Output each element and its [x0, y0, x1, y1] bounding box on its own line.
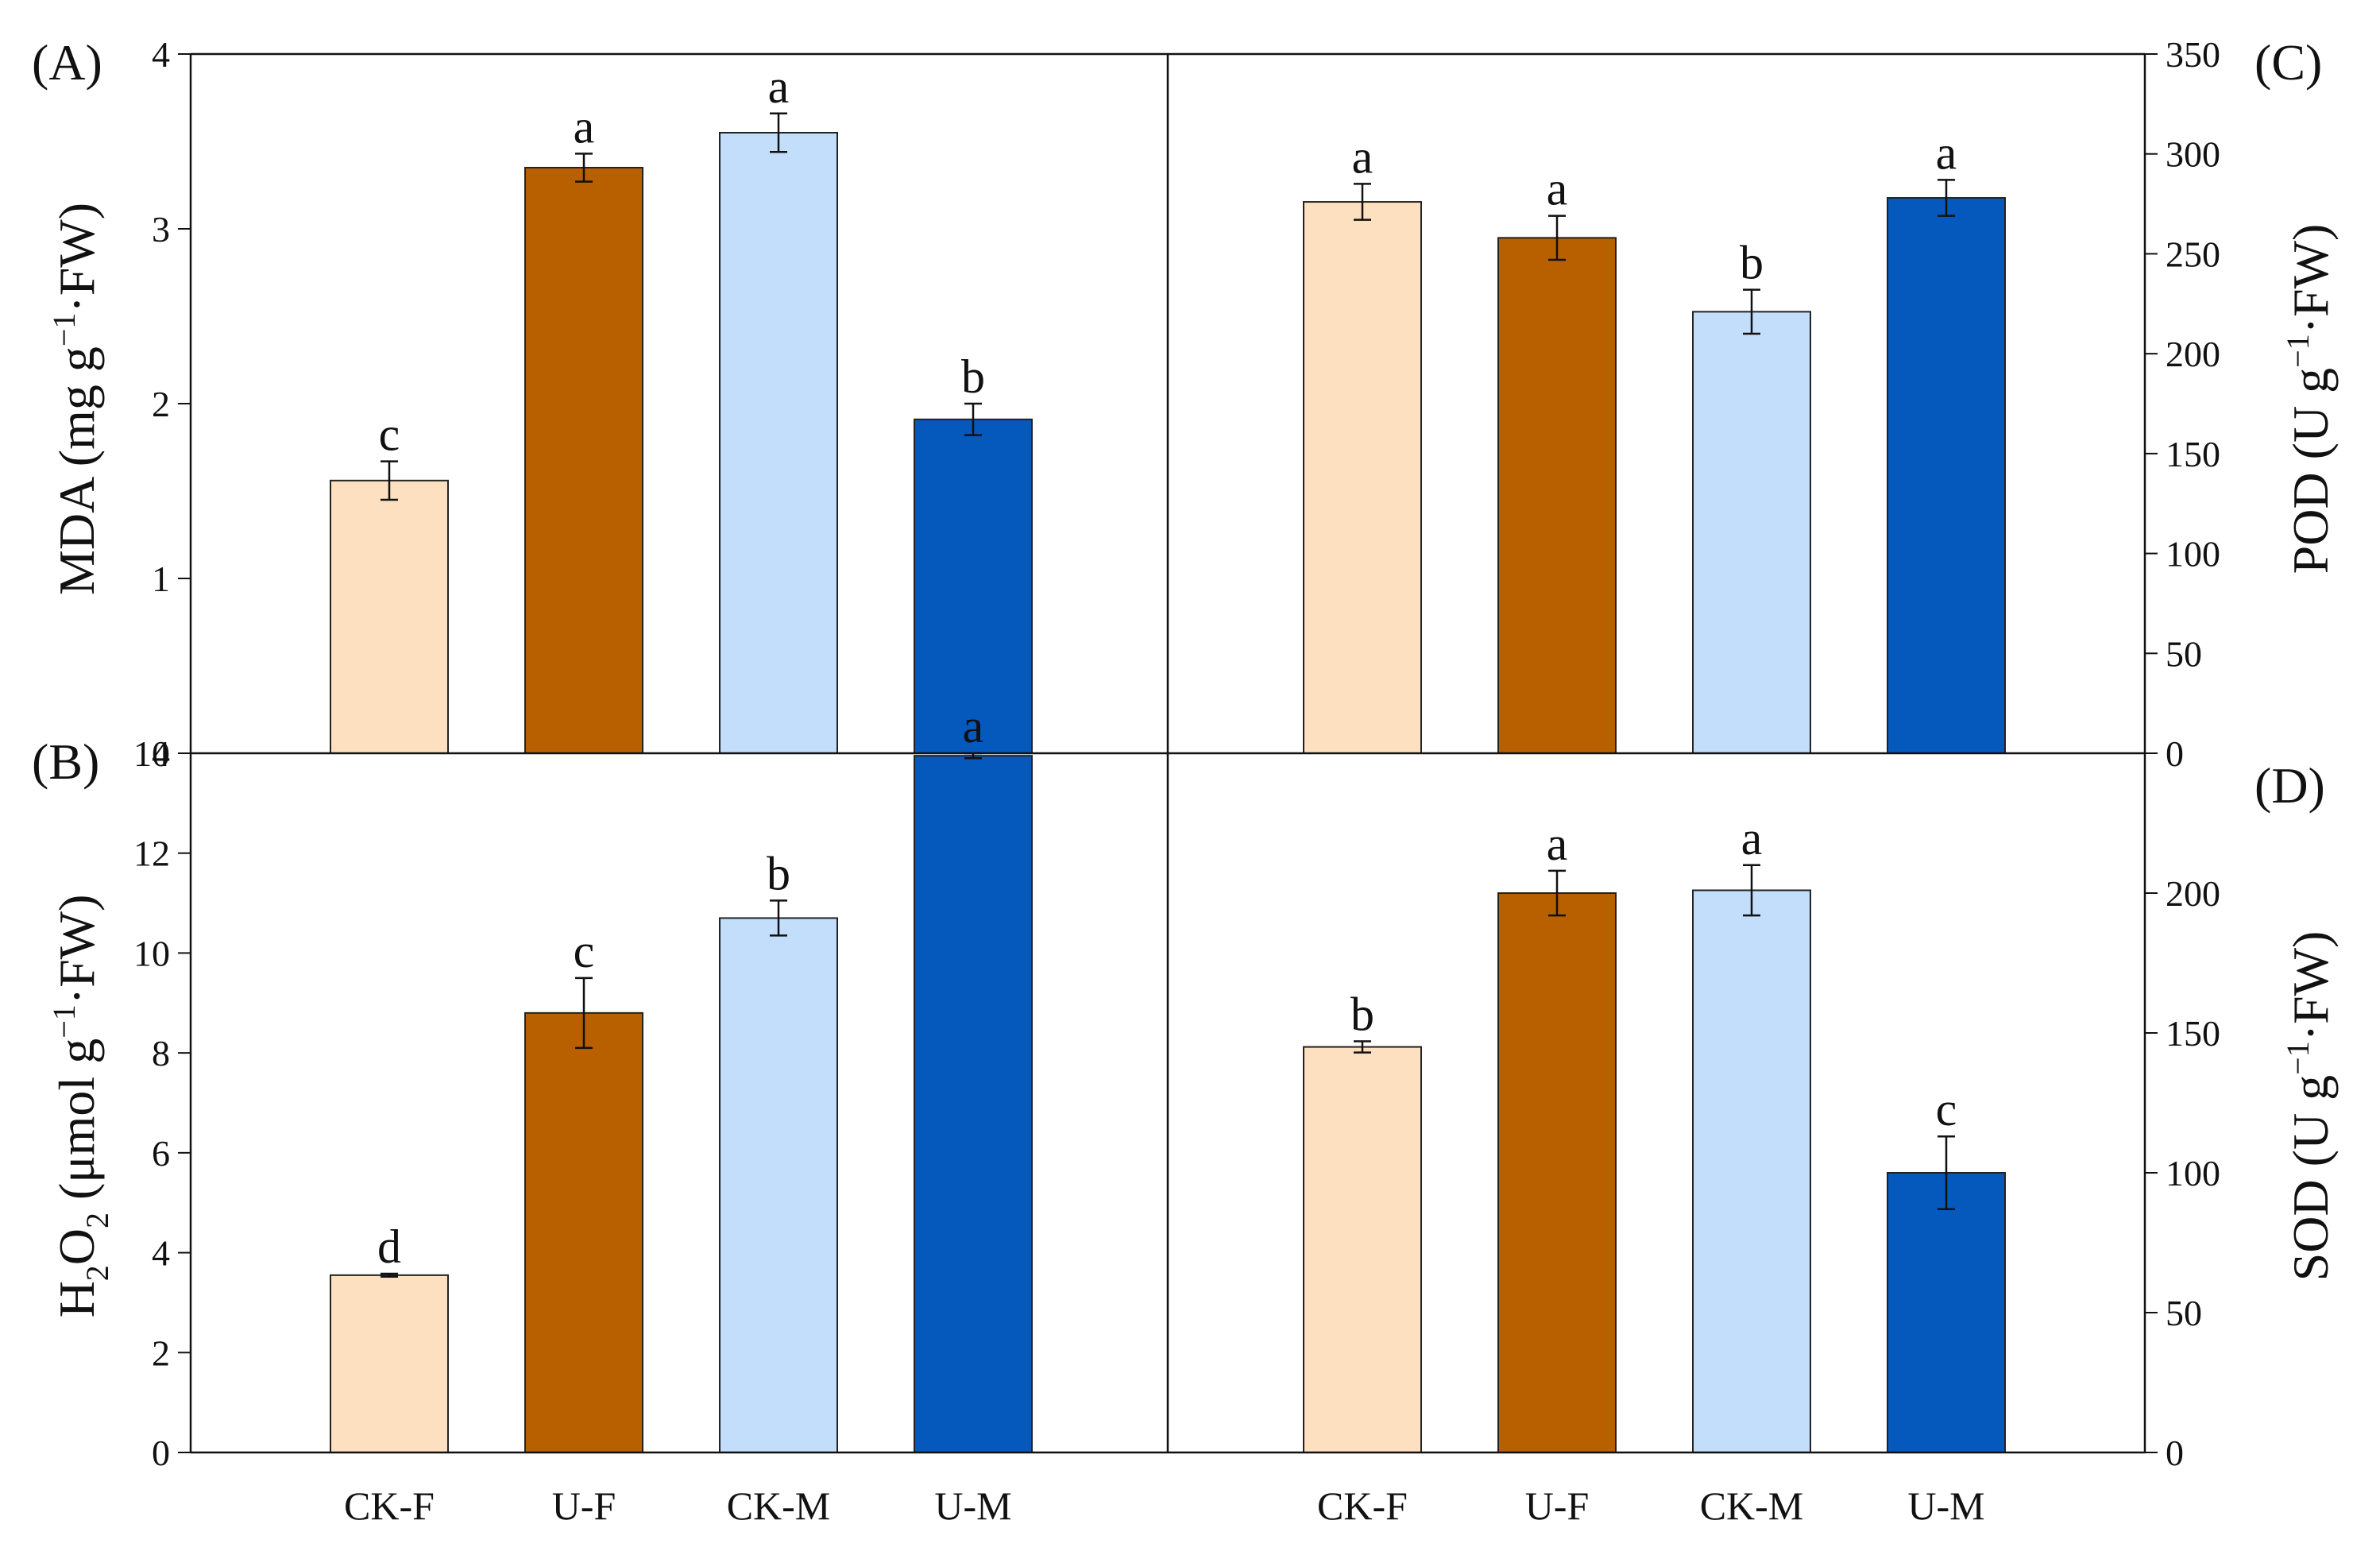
y-tick-label-b: 12 [133, 834, 170, 874]
bar-a-ck-f [330, 479, 449, 754]
y-axis-title-c: POD (U g−1·FW) [2280, 224, 2339, 574]
bar-a-u-f [524, 167, 643, 754]
y-tick-label-c: 50 [2166, 633, 2202, 674]
y-tick-label-a: 1 [152, 559, 170, 599]
y-axis-title-a: MDA (mg g−1·FW) [46, 203, 105, 595]
y-tick-label-b: 0 [152, 1433, 170, 1473]
bars-layer: c a a b d c b a a a b a b a a c [330, 60, 2006, 1454]
bar-c-ck-f [1303, 201, 1422, 755]
panel-label-a: (A) [32, 34, 102, 91]
category-label: U-M [1907, 1483, 1984, 1528]
y-axis-title-d: SOD (U g−1·FW) [2280, 931, 2339, 1282]
error-bar-d-ck-f [1354, 1040, 1371, 1054]
panel-label-d: (D) [2254, 757, 2325, 814]
y-tick-label-d: 200 [2166, 873, 2220, 914]
significance-letter: b [1350, 988, 1374, 1041]
significance-letter: a [1547, 818, 1568, 870]
y-tick-label-d: 0 [2166, 1433, 2184, 1473]
y-tick-label-c: 150 [2166, 434, 2220, 474]
category-labels-left: CK-F U-F CK-M U-M [344, 1483, 1012, 1528]
category-label: U-F [552, 1483, 616, 1528]
y-tick-label-d: 100 [2166, 1153, 2220, 1193]
y-tick-label-b: 6 [152, 1133, 170, 1174]
category-label: CK-F [344, 1483, 435, 1528]
error-bar-d-ck-m [1743, 864, 1760, 917]
error-bar-a-ck-m [770, 112, 787, 153]
error-bar-c-ck-m [1743, 288, 1760, 335]
error-bar-a-u-m [964, 402, 982, 436]
significance-letter: c [379, 408, 400, 461]
error-bar-a-ck-f [381, 460, 398, 501]
error-bar-b-ck-f [381, 1272, 398, 1278]
y-tick-label-c: 250 [2166, 234, 2220, 274]
bar-b-u-f [524, 1011, 643, 1454]
y-tick-label-c: 100 [2166, 534, 2220, 574]
panel-label-c: (C) [2254, 34, 2322, 91]
y-tick-label-b: 4 [152, 1233, 170, 1274]
error-bar-b-ck-m [770, 899, 787, 937]
bar-b-ck-m [719, 917, 838, 1453]
bar-b-ck-f [330, 1274, 449, 1454]
bar-b-u-m [914, 755, 1033, 1453]
significance-letter: c [1936, 1083, 1957, 1135]
y-tick-label-b: 10 [133, 933, 170, 973]
error-bar-c-ck-f [1354, 183, 1371, 221]
bar-d-u-f [1497, 892, 1617, 1453]
error-bar-c-u-m [1938, 179, 1955, 217]
bar-a-u-m [914, 418, 1033, 754]
category-label: U-M [934, 1483, 1011, 1528]
error-bar-a-u-f [575, 153, 593, 183]
y-tick-label-d: 50 [2166, 1293, 2202, 1333]
bar-d-ck-f [1303, 1046, 1422, 1453]
bar-c-u-m [1887, 197, 2006, 754]
bar-d-ck-m [1692, 889, 1811, 1453]
category-label: U-F [1525, 1483, 1590, 1528]
category-labels-right: CK-F U-F CK-M U-M [1317, 1483, 1985, 1528]
y-axis-title-b: H2O2 (μmol g−1·FW) [46, 895, 115, 1318]
y-tick-label-a: 3 [152, 209, 170, 249]
y-tick-label-c: 350 [2166, 34, 2220, 75]
category-label: CK-F [1317, 1483, 1408, 1528]
error-bar-b-u-f [575, 977, 593, 1050]
category-label: CK-M [727, 1483, 831, 1528]
significance-letter: a [1936, 126, 1957, 179]
significance-letter: b [767, 847, 790, 899]
significance-letter: c [574, 925, 595, 977]
bar-a-ck-m [719, 132, 838, 754]
y-tick-label-c: 200 [2166, 334, 2220, 374]
significance-letter: a [1352, 130, 1374, 183]
y-tick-label-c: 300 [2166, 134, 2220, 175]
y-tick-label-d: 150 [2166, 1013, 2220, 1054]
y-tick-label-b: 14 [133, 733, 170, 774]
error-bar-d-u-f [1548, 869, 1566, 917]
bar-c-u-f [1497, 237, 1617, 755]
error-bar-c-u-f [1548, 215, 1566, 261]
significance-letter: a [963, 700, 984, 752]
y-tick-label-b: 8 [152, 1033, 170, 1073]
y-tick-label-a: 4 [152, 34, 170, 75]
error-bar-d-u-m [1938, 1135, 1955, 1211]
y-tick-label-b: 2 [152, 1332, 170, 1373]
category-label: CK-M [1700, 1483, 1804, 1528]
significance-letter: a [1741, 812, 1763, 864]
significance-letter: a [574, 100, 595, 153]
y-tick-label-a: 0 [152, 733, 170, 774]
significance-letter: b [961, 350, 985, 403]
y-tick-label-c: 0 [2166, 733, 2184, 774]
significance-letter: a [768, 60, 790, 113]
y-tick-label-a: 2 [152, 384, 170, 424]
panel-label-b: (B) [32, 733, 99, 790]
significance-letter: d [377, 1220, 401, 1273]
significance-letter: a [1547, 163, 1568, 215]
bar-d-u-m [1887, 1172, 2006, 1453]
bar-c-ck-m [1692, 311, 1811, 755]
significance-letter: b [1740, 237, 1764, 289]
